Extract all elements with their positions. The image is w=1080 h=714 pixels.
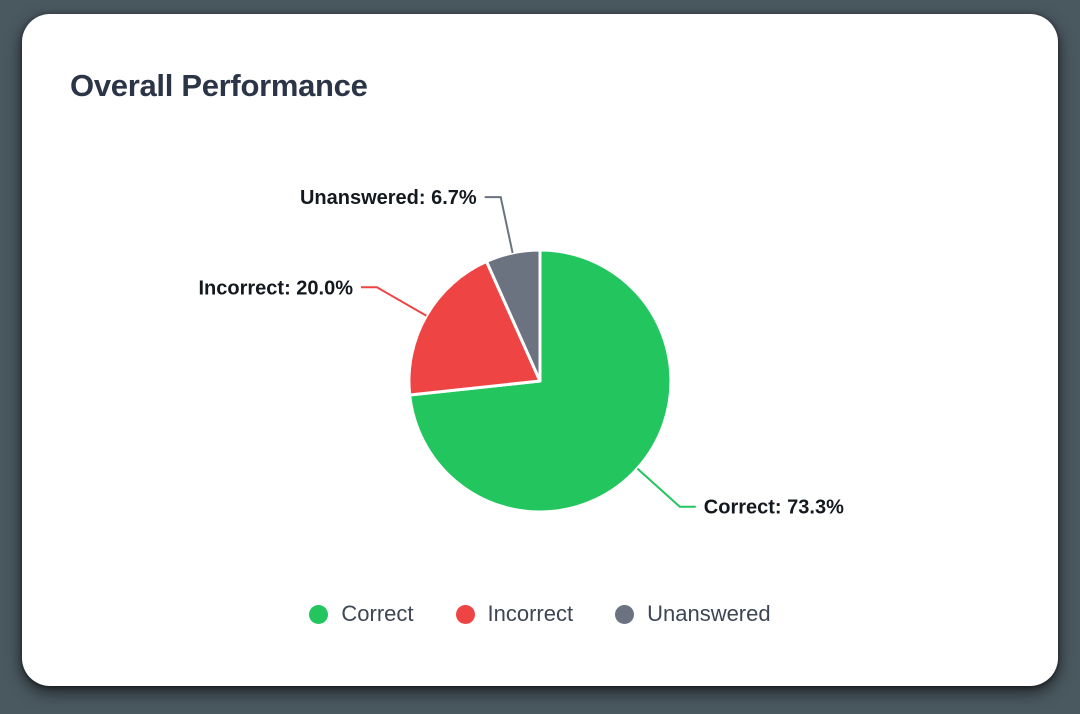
performance-card: Overall Performance Correct Incorrect Un… [22,14,1058,686]
legend-label-correct: Correct [341,601,414,626]
legend-item-correct[interactable]: Correct [309,601,414,626]
card-title: Overall Performance [70,68,368,103]
legend-swatch-unanswered [615,604,635,624]
legend-item-incorrect[interactable]: Incorrect [455,601,574,626]
legend-swatch-incorrect [455,604,475,624]
legend-label-unanswered: Unanswered [647,601,771,626]
legend-swatch-correct [309,604,329,624]
chart-legend: Correct Incorrect Unanswered [22,603,1058,625]
legend-label-incorrect: Incorrect [487,601,574,626]
legend-item-unanswered[interactable]: Unanswered [615,603,771,625]
